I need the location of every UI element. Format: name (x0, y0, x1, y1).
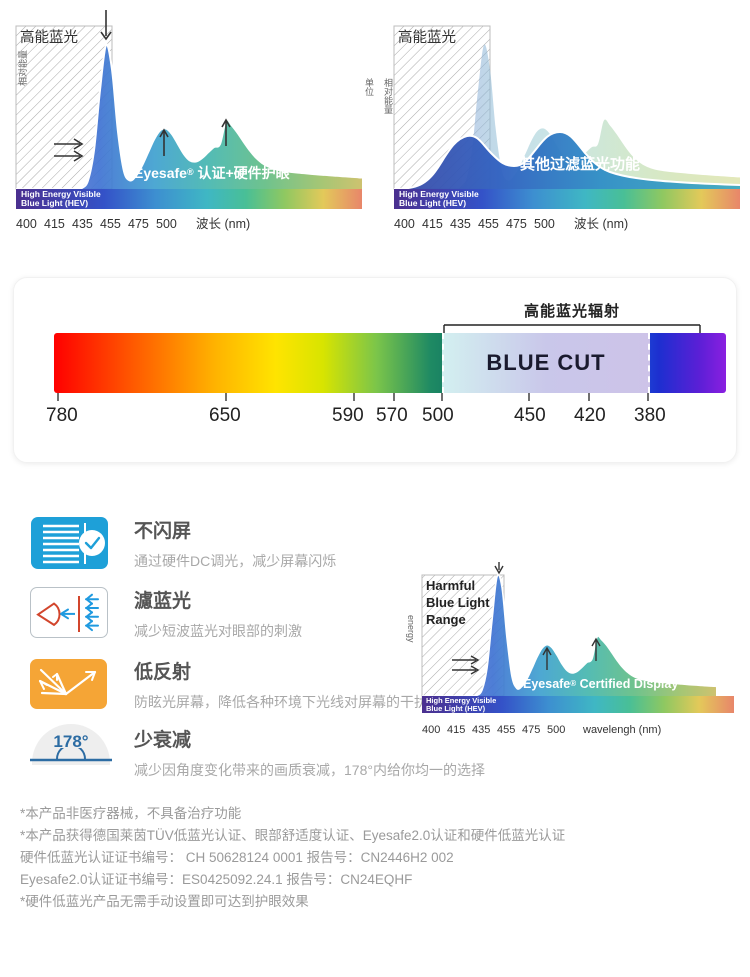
svg-text:400: 400 (422, 724, 440, 736)
svg-text:475: 475 (522, 724, 540, 736)
svg-text:455: 455 (100, 217, 121, 231)
svg-text:455: 455 (478, 217, 499, 231)
svg-text:相对能量: 相对能量 (17, 50, 28, 86)
svg-text:435: 435 (472, 724, 490, 736)
svg-text:500: 500 (156, 217, 177, 231)
svg-text:475: 475 (128, 217, 149, 231)
svg-text:其他过滤蓝光功能: 其他过滤蓝光功能 (520, 155, 640, 173)
svg-text:Eyesafe® Certified Display: Eyesafe® Certified Display (523, 677, 678, 691)
svg-text:Blue Light (HEV): Blue Light (HEV) (426, 704, 486, 713)
svg-text:435: 435 (72, 217, 93, 231)
svg-text:Blue Light (HEV): Blue Light (HEV) (399, 198, 466, 208)
svg-text:415: 415 (44, 217, 65, 231)
svg-text:wavelengh (nm): wavelengh (nm) (582, 724, 661, 736)
svg-text:435: 435 (450, 217, 471, 231)
svg-text:400: 400 (394, 217, 415, 231)
svg-text:Blue Light (HEV): Blue Light (HEV) (21, 198, 88, 208)
svg-text:475: 475 (506, 217, 527, 231)
svg-text:455: 455 (497, 724, 515, 736)
svg-text:波长 (nm): 波长 (nm) (574, 217, 628, 231)
svg-text:500: 500 (547, 724, 565, 736)
svg-text:Eyesafe® 认证+硬件护眼: Eyesafe® 认证+硬件护眼 (134, 165, 290, 181)
svg-text:波长 (nm): 波长 (nm) (196, 217, 250, 231)
svg-text:高能蓝光: 高能蓝光 (20, 29, 78, 46)
svg-text:Harmful: Harmful (426, 578, 475, 593)
svg-text:Blue Light: Blue Light (426, 595, 490, 610)
svg-text:Range: Range (426, 612, 466, 627)
svg-text:500: 500 (534, 217, 555, 231)
svg-text:415: 415 (422, 217, 443, 231)
svg-text:高能蓝光: 高能蓝光 (398, 29, 456, 46)
svg-text:400: 400 (16, 217, 37, 231)
svg-text:415: 415 (447, 724, 465, 736)
